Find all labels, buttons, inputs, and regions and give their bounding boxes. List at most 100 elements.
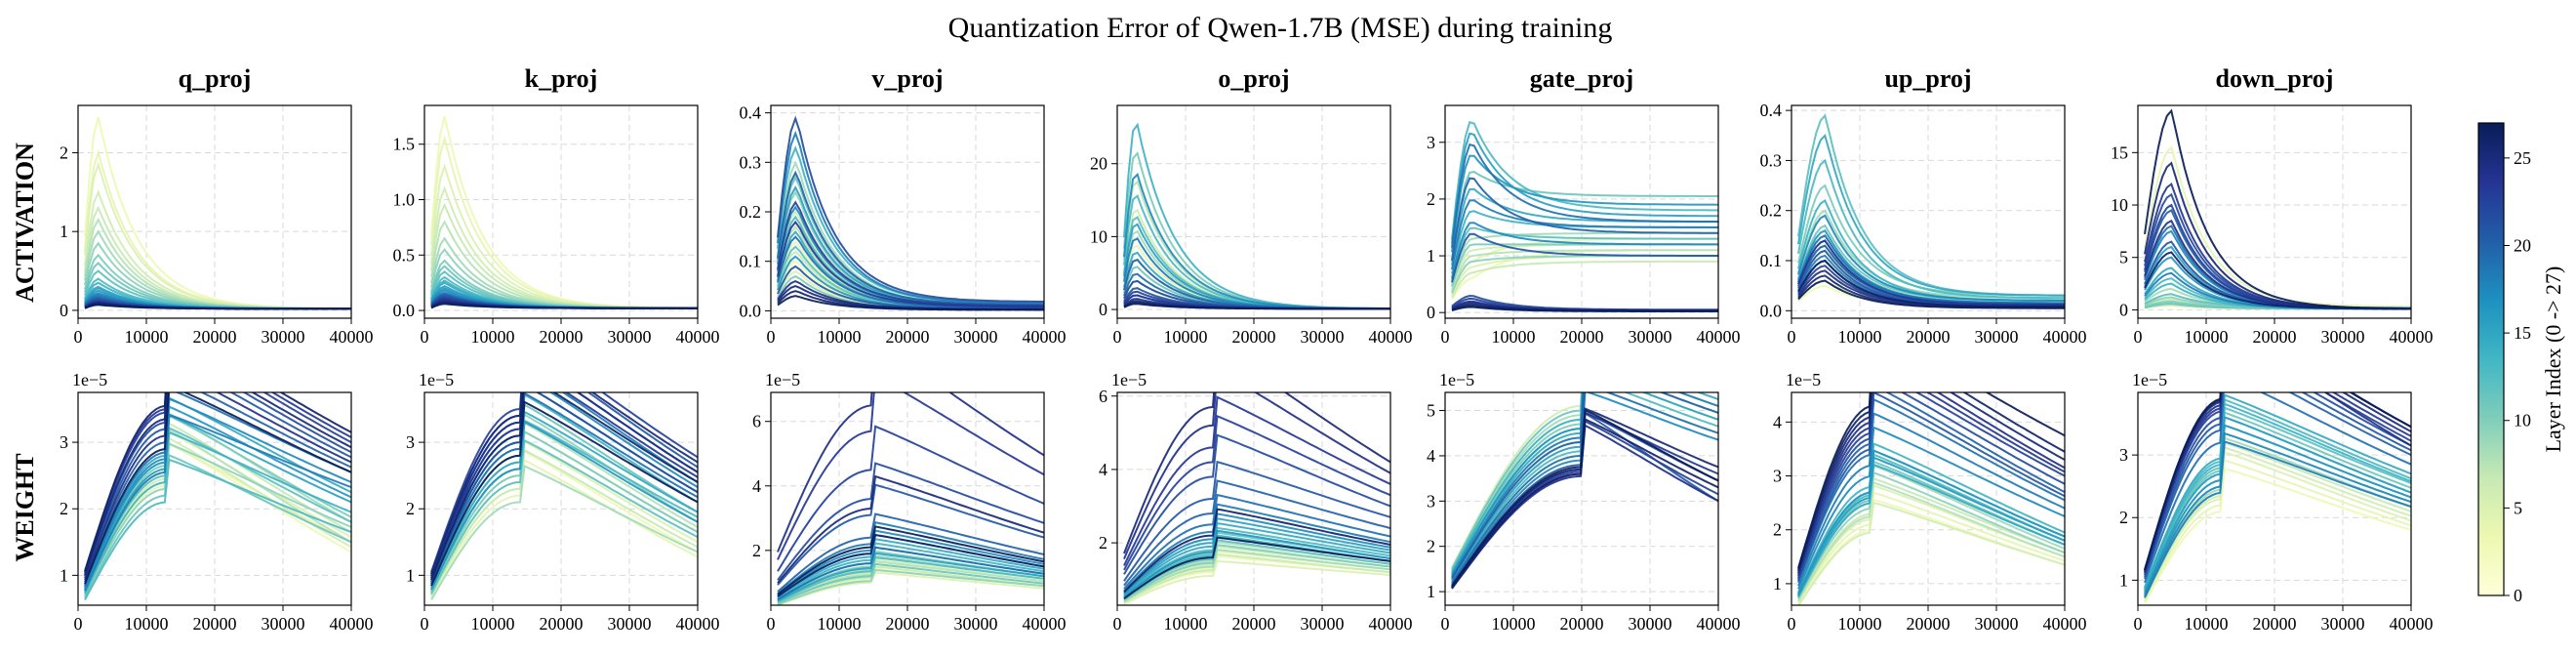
layer-15-line (430, 420, 698, 591)
layer-14-line (84, 414, 351, 591)
series-group (1797, 113, 2065, 309)
layer-23-line (430, 392, 698, 579)
layer-8-line (1451, 392, 1584, 574)
layer-8-line (1123, 544, 1390, 601)
layer-23-line (777, 220, 1044, 308)
y-tick-label: 4 (752, 476, 761, 496)
layer-15-line (1123, 529, 1390, 598)
y-tick-label: 2 (1427, 189, 1435, 209)
y-scale-offset: 1e−5 (1786, 370, 1821, 389)
layer-19-line (84, 392, 351, 583)
y-tick-label: 2 (1099, 533, 1107, 553)
layer-11-line (1797, 158, 2065, 300)
panel-activation-k-proj: 0 10000 20000 30000 40000 0.0 0.5 1.0 1.5 k_proj (393, 64, 720, 347)
layer-17-line (1451, 392, 1718, 578)
colorbar-tick-label: 20 (2514, 235, 2531, 255)
colorbar-label: Layer Index (0 -> 27) (2541, 266, 2565, 453)
x-tick-label: 10000 (471, 327, 515, 347)
y-tick-label: 1 (1427, 582, 1435, 601)
layer-4-line (1797, 477, 2065, 601)
x-tick-label: 20000 (540, 327, 584, 347)
layer-26-line (1797, 259, 2065, 308)
colorbar-tick-label: 0 (2514, 586, 2522, 605)
x-tick-label: 20000 (2253, 614, 2297, 634)
layer-1-line (430, 135, 698, 309)
layer-22-line (430, 392, 698, 573)
layer-7-line (777, 568, 1044, 605)
layer-27-line (1451, 408, 1718, 587)
layer-18-line (777, 235, 1044, 309)
x-tick-label: 40000 (2043, 327, 2087, 347)
x-tick-label: 0 (1788, 614, 1796, 634)
layer-22-line (84, 392, 351, 574)
layer-22-line (1797, 392, 2065, 577)
layer-5-line (1797, 481, 2065, 602)
y-tick-label: 0.4 (1760, 101, 1783, 120)
layer-24-line (2144, 392, 2411, 572)
x-tick-label: 0 (1113, 327, 1122, 347)
x-tick-label: 30000 (1301, 327, 1345, 347)
y-tick-label: 0.4 (740, 103, 762, 123)
layer-22-line (777, 200, 1044, 307)
axes-frame (770, 391, 1045, 606)
x-tick-label: 20000 (1232, 327, 1276, 347)
y-tick-label: 5 (1427, 401, 1435, 421)
layer-10-line (430, 438, 698, 594)
y-tick-label: 2 (1427, 537, 1435, 556)
layer-3-line (1451, 392, 1583, 568)
layer-21-line (777, 462, 1044, 581)
y-tick-label: 3 (1427, 491, 1435, 511)
row-label-activation: ACTIVATION (11, 143, 39, 303)
y-tick-label: 2 (60, 499, 68, 518)
layer-1-line (430, 459, 698, 598)
x-tick-label: 20000 (193, 327, 237, 347)
layer-12-line (777, 542, 1044, 599)
layer-14-line (2144, 416, 2411, 593)
y-tick-label: 0 (1099, 300, 1107, 319)
layer-21-line (1797, 392, 2065, 579)
x-tick-label: 10000 (2185, 614, 2229, 634)
panel-activation-gate-proj: 0 10000 20000 30000 40000 0 1 2 3 gate_proj (1427, 64, 1741, 347)
layer-18-line (1797, 397, 2065, 584)
y-tick-label: 1 (1427, 246, 1435, 266)
series-group (2144, 392, 2411, 604)
colorbar-tick-label: 15 (2514, 323, 2531, 343)
layer-1-line (84, 442, 351, 595)
series-group (1123, 122, 1390, 310)
x-tick-label: 10000 (1164, 614, 1208, 634)
layer-17-line (1451, 199, 1718, 270)
layer-15-line (1451, 392, 1718, 575)
x-tick-label: 30000 (1301, 614, 1345, 634)
layer-15-line (84, 405, 351, 589)
layer-27-line (84, 392, 351, 585)
axes-frame (423, 391, 699, 606)
x-tick-label: 40000 (676, 327, 720, 347)
layer-15-line (1451, 154, 1718, 253)
layer-16-line (1797, 426, 2065, 590)
x-tick-label: 30000 (2321, 327, 2365, 347)
layer-13-line (2144, 393, 2411, 589)
x-tick-label: 30000 (1975, 327, 2019, 347)
y-scale-offset: 1e−5 (765, 370, 800, 389)
x-tick-label: 10000 (818, 614, 862, 634)
axes-frame (2137, 104, 2412, 319)
layer-25-line (1797, 392, 2065, 572)
series-group (1451, 392, 1718, 590)
colorbar-gradient (2477, 122, 2505, 596)
subplot-title: gate_proj (1530, 64, 1633, 93)
x-tick-label: 0 (1788, 327, 1796, 347)
panel-weight-q-proj: 0 10000 20000 30000 40000 1 2 3 1e−5 (60, 370, 374, 634)
layer-23-line (777, 392, 1044, 560)
layer-23-line (2144, 392, 2411, 573)
colorbar-tick-label: 5 (2514, 498, 2522, 517)
y-tick-label: 0.0 (393, 301, 416, 320)
layer-18-line (1797, 234, 2065, 305)
layer-27-line (1123, 536, 1390, 600)
x-tick-label: 40000 (1023, 614, 1067, 634)
layer-10-line (1797, 113, 2065, 297)
y-tick-label: 2 (752, 541, 761, 560)
layer-19-line (1123, 479, 1390, 587)
x-tick-label: 0 (1113, 614, 1122, 634)
subplot-title: o_proj (1218, 64, 1289, 93)
